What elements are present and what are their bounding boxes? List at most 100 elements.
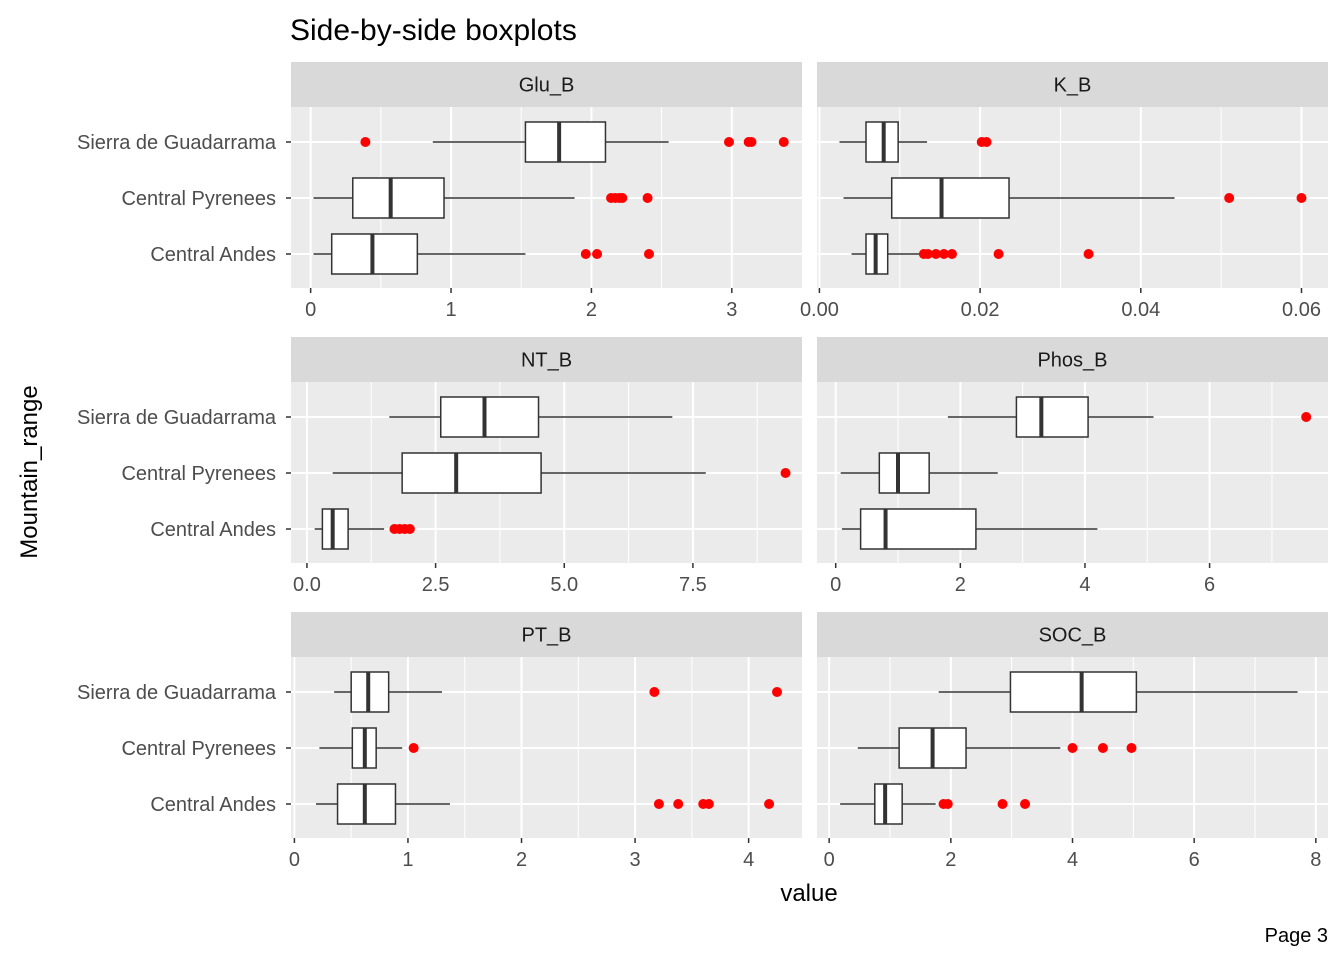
outlier-point xyxy=(404,524,415,534)
box-central-pyrenees xyxy=(319,727,419,769)
facet-strip-label: K_B xyxy=(1054,75,1092,97)
y-tick-label: Sierra de Guadarrama xyxy=(77,682,277,704)
outlier-point xyxy=(580,249,591,259)
y-axis-title: Mountain_range xyxy=(16,385,43,558)
facet-strip-label: Glu_B xyxy=(519,75,575,97)
outlier-point xyxy=(673,799,684,809)
chart-title: Side-by-side boxplots xyxy=(290,14,577,47)
x-tick-label: 7.5 xyxy=(679,574,707,596)
interquartile-box xyxy=(321,508,349,550)
facet-K_B: K_B 0.00 0.02 0.04 0.06 xyxy=(800,62,1328,321)
outlier-point xyxy=(1020,799,1031,809)
outlier-point xyxy=(408,743,419,753)
box-sierra-de-guadarrama xyxy=(360,121,789,163)
facet-PT_B: PT_B 0 1 2 3 4 Sierra de Guadarrama Central Pyr… xyxy=(77,612,802,871)
facet-Glu_B: Glu_B 0 1 2 3 Sierra de Guadarrama Central Pyr… xyxy=(77,62,802,321)
x-tick-label: 1 xyxy=(445,299,456,321)
interquartile-box xyxy=(1015,396,1089,438)
interquartile-box xyxy=(874,783,903,825)
box-central-pyrenees xyxy=(332,452,791,494)
interquartile-box xyxy=(878,452,930,494)
x-tick-label: 2 xyxy=(945,849,956,871)
outlier-point xyxy=(938,249,949,259)
x-tick-label: 0.0 xyxy=(293,574,321,596)
x-tick-label: 4 xyxy=(1067,849,1078,871)
facet-panels: Glu_B 0 1 2 3 Sierra de Guadarrama Central Pyr… xyxy=(77,62,1328,871)
box-central-pyrenees xyxy=(857,727,1137,769)
outlier-point xyxy=(703,799,714,809)
outlier-point xyxy=(942,799,953,809)
outlier-point xyxy=(993,249,1004,259)
interquartile-box xyxy=(524,121,607,163)
x-tick-label: 2 xyxy=(586,299,597,321)
box-central-andes xyxy=(851,233,1094,275)
outlier-point xyxy=(1301,412,1312,422)
interquartile-box xyxy=(330,233,419,275)
outlier-point xyxy=(930,249,941,259)
box-sierra-de-guadarrama xyxy=(938,671,1298,713)
facet-Phos_B: Phos_B 0 2 4 6 xyxy=(817,337,1328,596)
box-central-andes xyxy=(315,783,775,825)
outlier-point xyxy=(746,137,757,147)
box-sierra-de-guadarrama xyxy=(947,396,1312,438)
x-tick-label: 0.02 xyxy=(961,299,1000,321)
outlier-point xyxy=(780,468,791,478)
outlier-point xyxy=(653,799,664,809)
x-tick-label: 0 xyxy=(824,849,835,871)
x-tick-label: 2 xyxy=(516,849,527,871)
page-caption: Page 3 xyxy=(1265,925,1328,947)
outlier-point xyxy=(1224,193,1235,203)
x-tick-label: 6 xyxy=(1204,574,1215,596)
outlier-point xyxy=(946,249,957,259)
x-tick-label: 2.5 xyxy=(422,574,450,596)
facet-strip xyxy=(291,337,802,382)
outlier-point xyxy=(643,249,654,259)
interquartile-box xyxy=(859,508,977,550)
facet-strip xyxy=(291,62,802,107)
outlier-point xyxy=(1067,743,1078,753)
y-tick-label: Central Pyrenees xyxy=(121,463,276,485)
facet-SOC_B: SOC_B 0 2 4 6 8 xyxy=(817,612,1328,871)
outlier-point xyxy=(981,137,992,147)
outlier-point xyxy=(617,193,628,203)
box-central-pyrenees xyxy=(843,177,1307,219)
outlier-point xyxy=(1296,193,1307,203)
x-tick-label: 5.0 xyxy=(550,574,578,596)
facet-strip-label: Phos_B xyxy=(1037,350,1107,372)
outlier-point xyxy=(1126,743,1137,753)
y-tick-label: Central Andes xyxy=(150,519,276,541)
x-tick-label: 6 xyxy=(1189,849,1200,871)
outlier-point xyxy=(724,137,734,147)
x-tick-label: 8 xyxy=(1310,849,1321,871)
x-tick-label: 0 xyxy=(289,849,300,871)
facet-strip-label: PT_B xyxy=(521,625,571,647)
interquartile-box xyxy=(890,177,1010,219)
box-central-pyrenees xyxy=(840,452,998,494)
outlier-point xyxy=(642,193,653,203)
x-tick-label: 0.06 xyxy=(1282,299,1321,321)
x-tick-label: 2 xyxy=(955,574,966,596)
x-tick-label: 0 xyxy=(830,574,841,596)
box-central-andes xyxy=(841,508,1098,550)
y-tick-label: Central Andes xyxy=(150,244,276,266)
y-tick-label: Central Andes xyxy=(150,794,276,816)
facet-strip-label: SOC_B xyxy=(1039,625,1107,647)
y-tick-label: Central Pyrenees xyxy=(121,188,276,210)
outlier-point xyxy=(772,687,783,697)
outlier-point xyxy=(1097,743,1108,753)
outlier-point xyxy=(649,687,660,697)
x-tick-label: 1 xyxy=(402,849,413,871)
box-central-andes xyxy=(313,233,654,275)
box-sierra-de-guadarrama xyxy=(839,121,992,163)
y-tick-label: Central Pyrenees xyxy=(121,738,276,760)
x-tick-label: 4 xyxy=(1079,574,1090,596)
outlier-point xyxy=(360,137,371,147)
x-axis-title: value xyxy=(780,880,837,907)
interquartile-box xyxy=(1009,671,1138,713)
x-tick-label: 0.00 xyxy=(800,299,839,321)
y-tick-label: Sierra de Guadarrama xyxy=(77,407,277,429)
box-sierra-de-guadarrama xyxy=(389,396,673,438)
outlier-point xyxy=(1083,249,1094,259)
outlier-point xyxy=(922,249,933,259)
